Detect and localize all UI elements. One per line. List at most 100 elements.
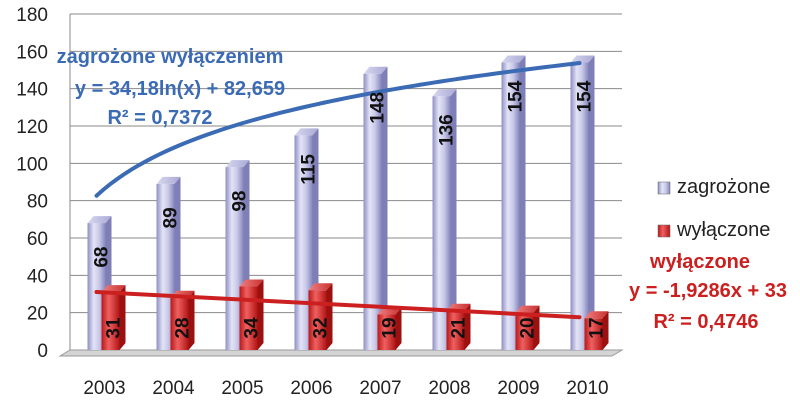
bar-zagrozone-front: [570, 62, 589, 351]
bar-wylaczone-side: [188, 290, 195, 350]
y-tick-label: 20: [27, 304, 48, 325]
y-tick-label: 80: [27, 192, 48, 213]
bar-wylaczone-top: [308, 283, 333, 291]
annotations: zagrożone wyłączeniem y = 34,18ln(x) + 82…: [57, 46, 787, 333]
bar-wylaczone-top: [239, 279, 264, 287]
y-tick-label: 120: [16, 117, 48, 138]
bar-zagrozone-front: [501, 62, 520, 351]
y-tick-label: 40: [27, 266, 48, 287]
data-label-wylaczone: 20: [518, 317, 539, 338]
legend-item-wylaczone-label: wyłączone: [676, 219, 770, 241]
bar-wylaczone: [101, 285, 126, 350]
bar-zagrozone-side: [519, 55, 526, 351]
data-label-zagrozone: 98: [230, 190, 251, 211]
data-label-wylaczone: 17: [587, 317, 608, 338]
bar-wylaczone: [584, 311, 609, 350]
chart-floor: [58, 349, 624, 357]
bar-wylaczone: [308, 283, 333, 350]
x-tick-label: 2003: [83, 378, 125, 399]
data-label-zagrozone: 136: [437, 114, 458, 146]
bar-zagrozone-front: [294, 135, 313, 350]
x-tick-label: 2007: [359, 378, 401, 399]
bar-wylaczone: [377, 307, 402, 350]
axes: 0 20 40 60 80 100 120 140 160 180 2003 2004 2005 2006…: [16, 5, 624, 399]
y-tick-label: 100: [16, 154, 48, 175]
data-label-wylaczone: 19: [380, 317, 401, 338]
x-tick-label: 2006: [290, 378, 332, 399]
bar-zagrozone-top: [225, 160, 250, 168]
bar-wylaczone-side: [395, 307, 402, 350]
bar-wylaczone-front: [101, 292, 120, 350]
bar-wylaczone-top: [101, 285, 126, 293]
bar-wylaczone-side: [602, 311, 609, 350]
annotation-red-line: R² = 0,4746: [653, 311, 758, 333]
bar-zagrozone-side: [588, 55, 595, 351]
bar-zagrozone: [501, 55, 526, 351]
bar-zagrozone-side: [381, 66, 388, 350]
data-label-wylaczone: 21: [449, 317, 470, 339]
x-tick-label: 2004: [152, 378, 195, 399]
annotation-blue-line: R² = 0,7372: [107, 107, 212, 129]
bar-wylaczone-front: [170, 297, 189, 350]
bar-zagrozone-top: [87, 216, 112, 224]
x-tick-label: 2009: [497, 378, 539, 399]
legend-item-wylaczone-swatch: [657, 224, 671, 238]
data-labels: 68 89 98 115 148 136 154 154 31 28 34 32 19 21 20 17: [92, 80, 608, 338]
y-tick-label: 0: [37, 341, 48, 362]
bar-wylaczone-side: [464, 303, 471, 350]
bar-zagrozone-front: [432, 96, 451, 350]
bar-wylaczone-front: [515, 312, 534, 350]
data-label-wylaczone: 32: [311, 317, 332, 338]
data-label-wylaczone: 34: [242, 317, 263, 339]
bar-zagrozone-front: [225, 167, 244, 350]
bar-zagrozone-front: [87, 223, 106, 350]
trendline-zagrożone: [94, 61, 582, 198]
annotation-red-line: y = -1,9286x + 33: [629, 280, 787, 302]
trendline-wyłączone: [94, 290, 582, 320]
bar-wylaczone-front: [446, 310, 465, 350]
y-tick-label: 180: [16, 5, 48, 26]
data-label-zagrozone: 115: [299, 154, 320, 185]
y-tick-label: 60: [27, 229, 48, 250]
data-label-zagrozone: 68: [92, 246, 113, 267]
bar-zagrozone-front: [156, 183, 175, 350]
data-label-zagrozone: 154: [575, 80, 596, 112]
y-tick-label: 160: [16, 42, 48, 63]
bar-zagrozone-top: [501, 55, 526, 63]
annotation-red-line: wyłączone: [649, 251, 750, 273]
y-tick-label: 140: [16, 80, 48, 101]
bar-wylaczone-front: [239, 286, 258, 350]
bar-wylaczone-top: [515, 305, 540, 313]
data-label-wylaczone: 28: [173, 317, 194, 338]
annotation-blue-line: y = 34,18ln(x) + 82,659: [75, 78, 285, 100]
legend-item-zagrozone-label: zagrożone: [677, 176, 770, 198]
bar-zagrozone-top: [432, 89, 457, 97]
data-label-wylaczone: 31: [104, 317, 125, 339]
bar-wylaczone-front: [377, 314, 396, 350]
x-tick-label: 2005: [221, 378, 263, 399]
x-tick-label: 2008: [428, 378, 470, 399]
bar-wylaczone-side: [119, 285, 126, 350]
bar-wylaczone-side: [326, 283, 333, 350]
bar-wylaczone: [446, 303, 471, 350]
bar-wylaczone-top: [584, 311, 609, 319]
bar-zagrozone-top: [294, 128, 319, 136]
bar-zagrozone-side: [450, 89, 457, 350]
trendlines: [94, 61, 582, 320]
bar-zagrozone: [363, 66, 388, 350]
legend-item-zagrozone-swatch: [657, 181, 671, 195]
bar-wylaczone-side: [257, 279, 264, 350]
legend: zagrożone wyłączone: [657, 176, 770, 241]
bar-wylaczone-front: [584, 318, 603, 350]
bar-zagrozone-front: [363, 73, 382, 350]
annotation-blue-line: zagrożone wyłączeniem: [57, 46, 284, 68]
bar-wylaczone: [239, 279, 264, 350]
bar-zagrozone-top: [363, 66, 388, 74]
data-label-zagrozone: 148: [368, 92, 389, 124]
data-label-zagrozone: 154: [506, 80, 527, 112]
bar-zagrozone-top: [570, 55, 595, 63]
bar-zagrozone: [570, 55, 595, 351]
x-tick-label: 2010: [566, 378, 608, 399]
bar-zagrozone-top: [156, 176, 181, 184]
